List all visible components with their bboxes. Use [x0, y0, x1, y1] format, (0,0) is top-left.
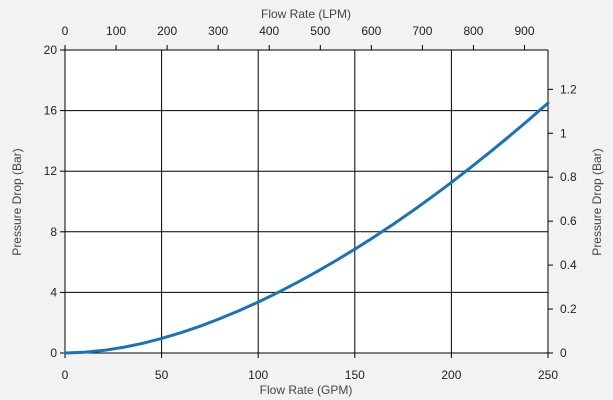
x-tick-label: 250 — [538, 368, 558, 382]
x-top-tick-label: 800 — [463, 24, 483, 38]
y-right-axis-title: Pressure Drop (Bar) — [590, 148, 604, 255]
series — [63, 101, 550, 355]
x-tick-label: 100 — [248, 368, 268, 382]
x-top-tick-label: 0 — [62, 24, 69, 38]
y-right-tick-label: 0 — [560, 346, 567, 360]
x-tick-label: 200 — [441, 368, 461, 382]
x-top-tick-label: 600 — [361, 24, 381, 38]
y-right-tick-label: 1 — [560, 126, 567, 140]
y-right-tick-label: 0.8 — [560, 170, 577, 184]
series-line — [63, 101, 550, 355]
x-top-tick-label: 500 — [310, 24, 330, 38]
x-top-tick-label: 400 — [259, 24, 279, 38]
grid — [65, 50, 548, 353]
x-tick-label: 0 — [62, 368, 69, 382]
y-tick-label: 4 — [50, 285, 57, 299]
y-tick-label: 0 — [50, 346, 57, 360]
y-tick-label: 16 — [44, 104, 58, 118]
x-tick-label: 50 — [155, 368, 169, 382]
y-tick-label: 8 — [50, 225, 57, 239]
x-tick-label: 150 — [345, 368, 365, 382]
plot-area — [65, 50, 548, 353]
x-top-tick-label: 300 — [208, 24, 228, 38]
x-top-tick-label: 700 — [412, 24, 432, 38]
y-right-tick-label: 1.2 — [560, 82, 577, 96]
y-axis-title: Pressure Drop (Bar) — [10, 148, 24, 255]
x-top-tick-label: 900 — [514, 24, 534, 38]
x-top-tick-label: 100 — [106, 24, 126, 38]
y-tick-label: 12 — [44, 164, 58, 178]
y-right-tick-label: 0.4 — [560, 258, 577, 272]
x-axis-title: Flow Rate (GPM) — [260, 383, 353, 397]
x-top-axis-title: Flow Rate (LPM) — [261, 7, 351, 21]
y-tick-label: 20 — [44, 43, 58, 57]
x-top-tick-label: 200 — [157, 24, 177, 38]
y-right-tick-label: 0.2 — [560, 302, 577, 316]
y-right-tick-label: 0.6 — [560, 214, 577, 228]
